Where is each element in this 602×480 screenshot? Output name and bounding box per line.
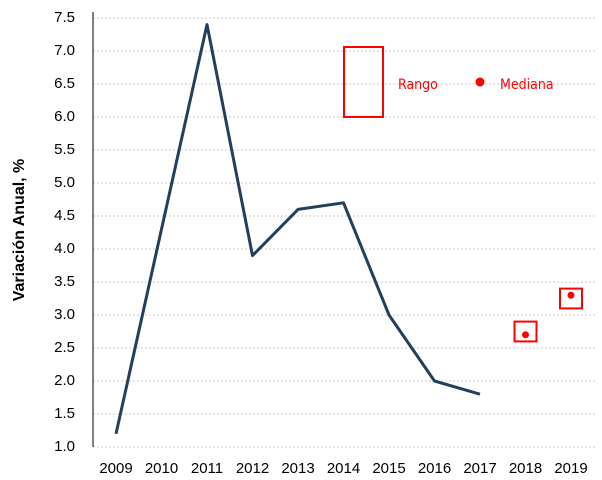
- y-tick-label: 5.5: [54, 141, 75, 158]
- legend-label: Rango: [398, 77, 438, 93]
- legend-label: Mediana: [500, 77, 554, 93]
- x-tick-label: 2018: [509, 460, 542, 477]
- y-tick-label: 6.5: [54, 75, 75, 92]
- y-tick-label: 6.0: [54, 108, 75, 125]
- y-tick-label: 1.0: [54, 438, 75, 455]
- y-tick-label: 2.0: [54, 372, 75, 389]
- range-box: [559, 287, 583, 310]
- y-axis-label: Variación Anual, %: [11, 159, 28, 302]
- y-tick-label: 2.5: [54, 339, 75, 356]
- x-tick-label: 2015: [372, 460, 405, 477]
- x-tick-label: 2010: [145, 460, 178, 477]
- x-tick-label: 2017: [463, 460, 496, 477]
- y-tick-label: 7.0: [54, 42, 75, 59]
- y-tick-label: 4.5: [54, 207, 75, 224]
- x-tick-label: 2019: [554, 460, 587, 477]
- legend-range-swatch: [343, 46, 384, 118]
- x-tick-label: 2011: [191, 460, 223, 477]
- x-tick-label: 2012: [236, 460, 269, 477]
- y-tick-label: 5.0: [54, 174, 75, 191]
- x-tick-label: 2009: [99, 460, 132, 477]
- y-tick-label: 7.5: [54, 9, 75, 26]
- range-box: [513, 320, 538, 343]
- y-tick-label: 4.0: [54, 240, 75, 257]
- median-dot: [522, 331, 529, 339]
- median-dot: [567, 291, 575, 299]
- y-tick-label: 3.5: [54, 273, 75, 290]
- x-tick-label: 2016: [418, 460, 451, 477]
- x-tick-label: 2013: [281, 460, 314, 477]
- legend-median-swatch: [475, 77, 485, 87]
- y-tick-label: 3.0: [54, 306, 75, 323]
- line: [114, 23, 481, 435]
- y-tick-label: 1.5: [54, 405, 75, 422]
- x-tick-label: 2014: [327, 460, 360, 477]
